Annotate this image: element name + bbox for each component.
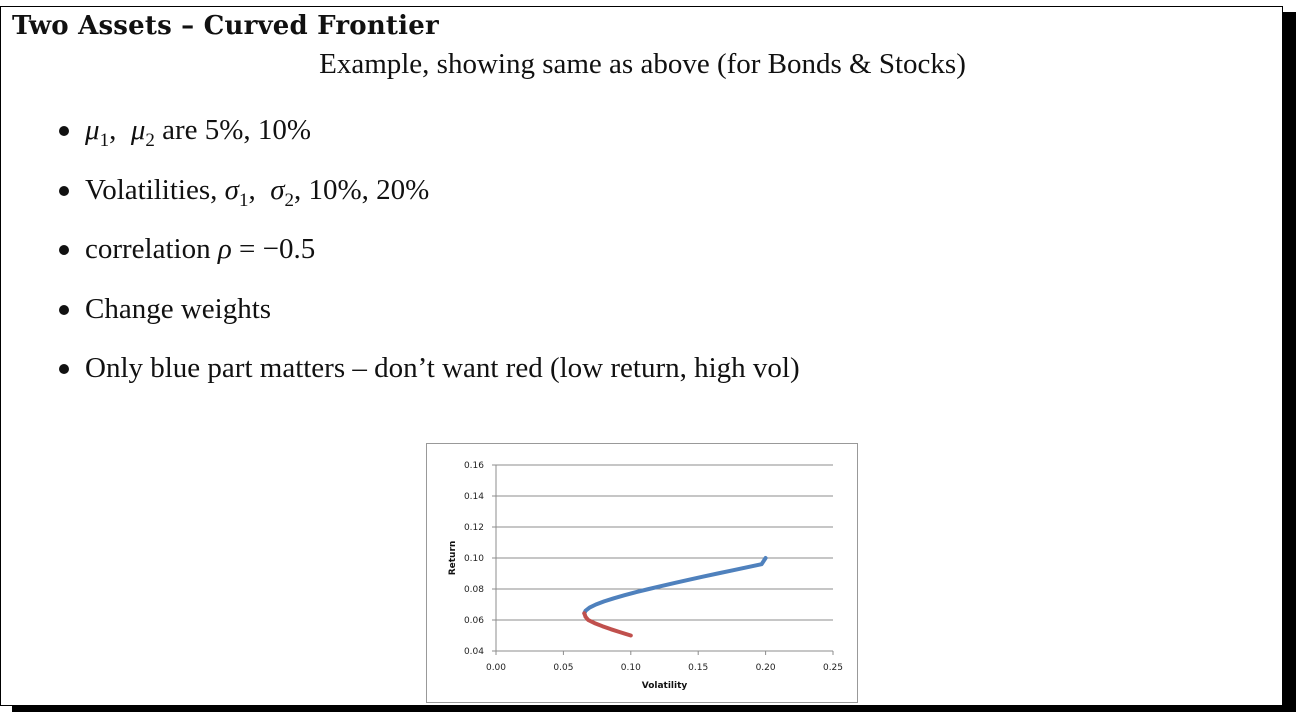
bullet-weights: Change weights: [55, 289, 800, 349]
frontier-line-red: [582, 611, 633, 638]
bullet-list: μ1, μ2 are 5%, 10% Volatilities, σ1, σ2,…: [55, 110, 800, 408]
bullet-dot: [59, 364, 69, 374]
slide-title: Two Assets – Curved Frontier: [12, 11, 439, 41]
x-tick-label: 0.05: [553, 663, 573, 673]
bullet-dot: [59, 304, 69, 315]
frontier-chart: 0.04 0.06 0.08 0.10 0.12 0.14 0.16 0.00 0.05 0.10…: [426, 443, 858, 703]
x-tick-label: 0.20: [756, 663, 776, 673]
x-tick-label: 0.25: [823, 663, 843, 673]
x-tick-label: 0.00: [486, 663, 506, 673]
y-axis-label: Return: [448, 541, 458, 576]
y-tick-label: 0.10: [464, 554, 484, 564]
y-tick-label: 0.04: [464, 647, 484, 657]
bullet-dot: [59, 126, 69, 136]
bullet-dot: [59, 245, 69, 255]
bullet-dot: [59, 185, 69, 196]
bullet-note: Only blue part matters – don’t want red …: [55, 348, 800, 408]
bullet-means: μ1, μ2 are 5%, 10%: [55, 110, 800, 170]
x-tick-label: 0.15: [688, 663, 708, 673]
y-tick-label: 0.16: [464, 461, 484, 471]
y-tick-label: 0.14: [464, 492, 484, 502]
y-tick-label: 0.12: [464, 523, 484, 533]
y-tick-label: 0.06: [464, 616, 484, 626]
y-tick-label: 0.08: [464, 585, 484, 595]
slide: Two Assets – Curved Frontier Example, sh…: [0, 6, 1283, 706]
chart-canvas: 0.04 0.06 0.08 0.10 0.12 0.14 0.16 0.00 0.05 0.10…: [448, 461, 843, 691]
bullet-correlation: correlation ρ = −0.5: [55, 229, 800, 289]
frontier-line-blue: [582, 556, 768, 616]
slide-subtitle: Example, showing same as above (for Bond…: [319, 48, 966, 80]
x-tick-label: 0.10: [621, 663, 641, 673]
x-axis-label: Volatility: [642, 681, 688, 691]
bullet-volatilities: Volatilities, σ1, σ2, 10%, 20%: [55, 170, 800, 230]
